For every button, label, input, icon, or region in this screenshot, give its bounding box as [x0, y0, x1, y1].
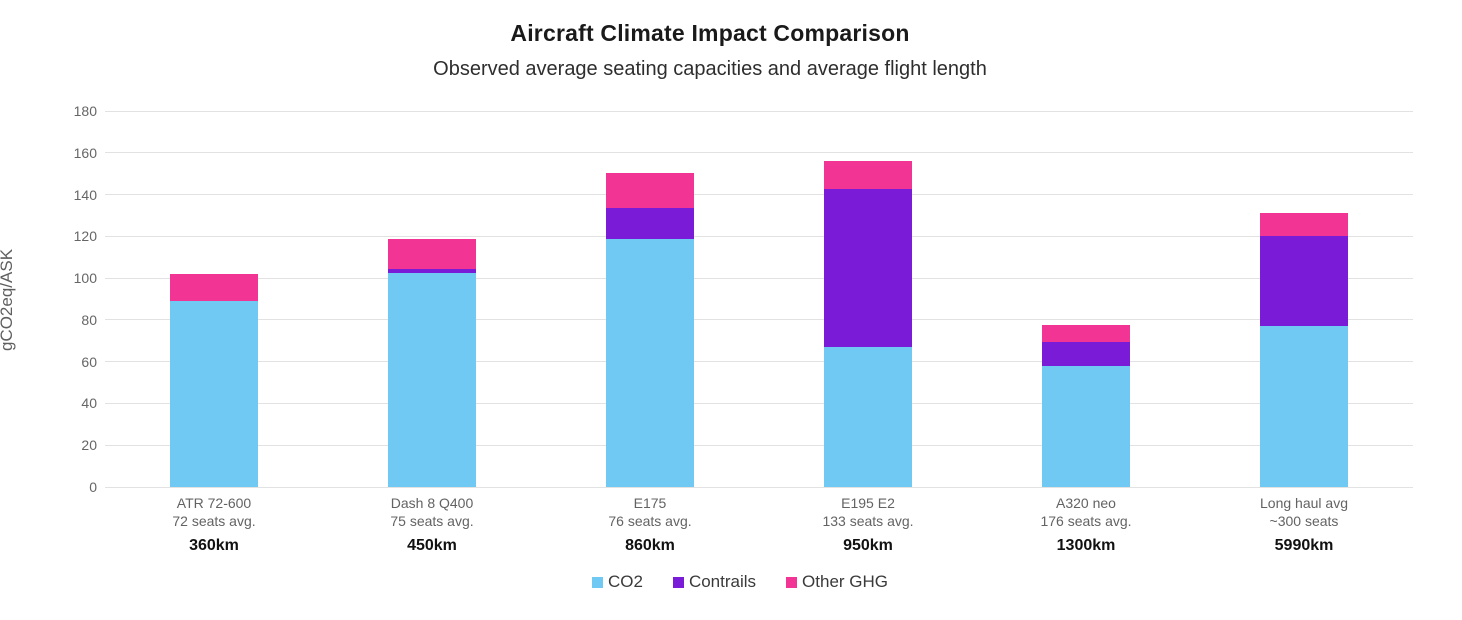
y-axis-title: gCO2eq/ASK	[0, 248, 16, 352]
y-tick-label-100: 100	[73, 270, 97, 287]
category-name: A320 neo	[1056, 495, 1116, 511]
y-tick-label-160: 160	[73, 144, 97, 161]
category-seats: 75 seats avg.	[390, 513, 474, 529]
gridline-100	[105, 277, 1413, 279]
bar-segment-dash-8-q400-other-ghg	[388, 239, 476, 269]
category-distance: 950km	[843, 537, 893, 554]
y-tick-label-80: 80	[81, 311, 97, 328]
category-name: ATR 72-600	[176, 495, 252, 511]
legend-swatch-icon	[786, 576, 798, 588]
y-tick-label-120: 120	[73, 228, 97, 245]
category-name: Long haul avg	[1260, 495, 1348, 511]
bar-segment-e195-e2-co2	[824, 347, 912, 487]
legend-item-co2: CO2	[591, 572, 643, 592]
bar-segment-long-haul-avg-other-ghg	[1260, 213, 1348, 237]
legend-label: Other GHG	[802, 572, 889, 591]
legend: CO2 Contrails Other GHG	[0, 572, 1462, 592]
bar-segment-e195-e2-other-ghg	[824, 161, 912, 190]
bar-segment-atr-72-600-co2	[170, 301, 258, 487]
bar-segment-a320-neo-contrails	[1042, 341, 1130, 366]
category-seats: 76 seats avg.	[608, 513, 692, 529]
legend-swatch-icon	[672, 576, 684, 588]
category-name: E195 E2	[841, 495, 895, 511]
legend-label: CO2	[607, 572, 643, 591]
legend-label: Contrails	[688, 572, 757, 591]
category-name: E175	[633, 495, 667, 511]
chart-subtitle: Observed average seating capacities and …	[433, 58, 987, 80]
gridline-180	[105, 110, 1413, 112]
bar-segment-long-haul-avg-co2	[1260, 326, 1348, 487]
bar-segment-a320-neo-other-ghg	[1042, 325, 1130, 342]
gridline-0	[105, 486, 1413, 488]
category-distance: 5990km	[1274, 537, 1334, 554]
category-seats: ~300 seats	[1269, 513, 1339, 529]
x-label-cell: E195 E2 133 seats avg. 950km	[759, 494, 977, 555]
gridline-60	[105, 361, 1413, 363]
x-axis-labels: ATR 72-600 72 seats avg. 360km Dash 8 Q400 7…	[105, 494, 1413, 555]
gridline-160	[105, 152, 1413, 154]
x-label-cell: E175 76 seats avg. 860km	[541, 494, 759, 555]
category-seats: 176 seats avg.	[1040, 513, 1132, 529]
x-label-cell: ATR 72-600 72 seats avg. 360km	[105, 494, 323, 555]
bar-segment-dash-8-q400-co2	[388, 272, 476, 487]
category-distance: 450km	[407, 537, 457, 554]
bar-segment-e195-e2-contrails	[824, 189, 912, 348]
bar-segment-e175-co2	[606, 239, 694, 487]
chart-title: Aircraft Climate Impact Comparison	[510, 20, 910, 46]
category-distance: 1300km	[1056, 537, 1116, 554]
gridline-120	[105, 235, 1413, 237]
bar-segment-atr-72-600-other-ghg	[170, 273, 258, 302]
legend-item-other-ghg: Other GHG	[786, 572, 888, 592]
legend-swatch-icon	[591, 576, 603, 588]
gridline-40	[105, 402, 1413, 404]
plot-area: 0 20 40 60 80 100 120 140 160 180	[74, 104, 1413, 494]
gridline-80	[105, 319, 1413, 321]
y-tick-label-0: 0	[89, 479, 97, 495]
bar-segment-e175-other-ghg	[606, 172, 694, 209]
gridline-20	[105, 444, 1413, 446]
x-label-cell: A320 neo 176 seats avg. 1300km	[977, 494, 1195, 555]
category-distance: 860km	[625, 537, 675, 554]
bar-segment-a320-neo-co2	[1042, 365, 1130, 487]
gridline-140	[105, 194, 1413, 196]
y-tick-label-140: 140	[73, 186, 97, 203]
bar-segment-e175-contrails	[606, 208, 694, 240]
x-label-cell: Long haul avg ~300 seats 5990km	[1195, 494, 1413, 555]
bar-segment-long-haul-avg-contrails	[1260, 236, 1348, 327]
category-name: Dash 8 Q400	[390, 495, 474, 511]
y-tick-label-20: 20	[81, 437, 97, 454]
y-tick-label-60: 60	[81, 353, 97, 370]
legend-item-contrails: Contrails	[672, 572, 757, 592]
x-label-cell: Dash 8 Q400 75 seats avg. 450km	[323, 494, 541, 555]
y-tick-label-40: 40	[81, 395, 97, 412]
category-distance: 360km	[189, 537, 239, 554]
y-tick-label-180: 180	[73, 103, 97, 119]
category-seats: 72 seats avg.	[172, 513, 256, 529]
category-seats: 133 seats avg.	[822, 513, 914, 529]
bar-segment-dash-8-q400-contrails	[388, 268, 476, 273]
